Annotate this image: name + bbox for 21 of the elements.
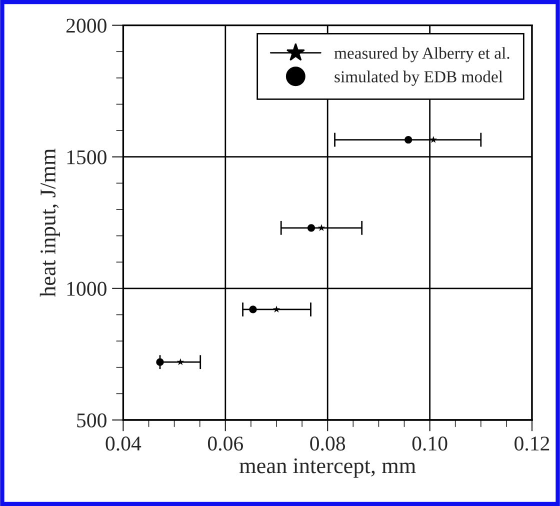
point — [176, 358, 184, 366]
y-tick-label: 1000 — [67, 282, 106, 296]
point — [272, 306, 280, 313]
x-tick-label: 0.10 — [412, 436, 448, 451]
legend-label: measured by Alberry et al. — [334, 47, 510, 62]
x-tick-label: 0.06 — [208, 436, 244, 451]
x-tick-label: 0.12 — [514, 436, 550, 451]
y-axis-title: heat input, J/mm — [40, 148, 60, 297]
y-tick-label: 1500 — [67, 150, 106, 164]
x-tick-label: 0.04 — [106, 436, 142, 451]
point — [318, 224, 326, 231]
point — [307, 224, 316, 232]
y-tick-label: 500 — [77, 413, 106, 428]
x-axis-title: mean intercept, mm — [240, 458, 416, 478]
y-tick-label: 2000 — [66, 18, 106, 33]
point — [249, 306, 257, 314]
point — [430, 136, 437, 143]
x-tick-label: 0.08 — [310, 436, 346, 451]
point — [404, 136, 412, 144]
legend-label: simulated by EDB model — [334, 70, 503, 86]
point — [156, 358, 164, 366]
